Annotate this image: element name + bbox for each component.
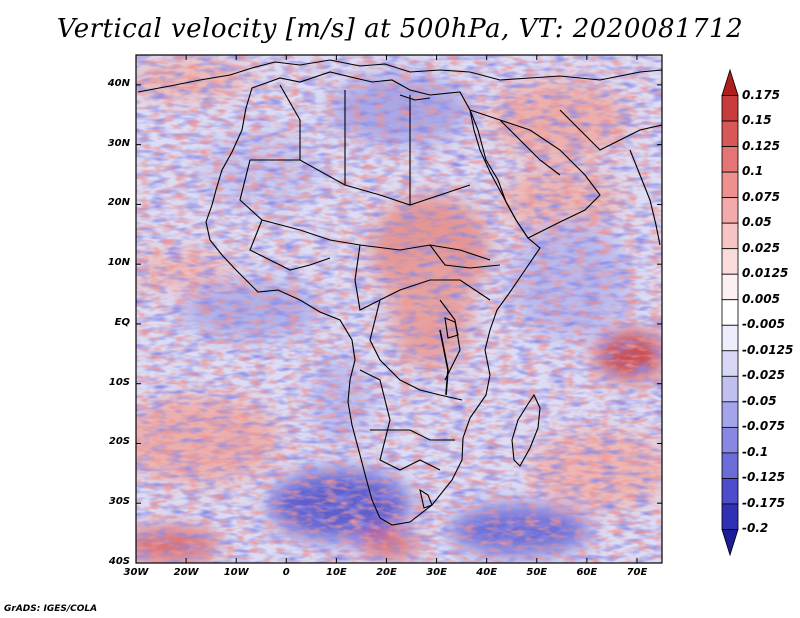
colorbar-swatch [721, 273, 739, 301]
colorbar-label: -0.05 [742, 393, 777, 408]
colorbar-label: 0.05 [742, 215, 772, 230]
lat-label: EQ [114, 316, 130, 328]
colorbar-label: -0.1 [742, 444, 769, 459]
lon-ticks [135, 55, 638, 563]
lat-label: 40N [107, 77, 130, 89]
lat-label: 40S [108, 556, 130, 567]
colorbar-swatch [721, 171, 739, 199]
colorbar-swatch [721, 197, 739, 224]
lat-label: 10N [107, 257, 130, 269]
lat-label: 30S [108, 496, 130, 508]
lon-label: 50E [526, 567, 548, 578]
colorbar-swatch [721, 478, 739, 505]
colorbar-swatch [721, 350, 739, 377]
colorbar-label: -0.005 [742, 317, 785, 332]
lon-label: 40E [476, 567, 498, 578]
lon-label: 10E [326, 567, 347, 578]
colorbar-swatch [721, 529, 739, 557]
colorbar-swatch [721, 95, 739, 122]
lat-label: 30N [107, 137, 130, 149]
lon-label: 30E [426, 567, 447, 578]
colorbar-label: -0.025 [742, 368, 785, 383]
colorbar-label: -0.125 [742, 470, 785, 485]
colorbar-swatch [721, 452, 739, 479]
lon-label: 30W [123, 567, 149, 578]
colorbar-label: -0.2 [742, 521, 769, 536]
lon-label: 20W [173, 567, 199, 578]
colorbar-label: 0.1 [742, 164, 764, 179]
colorbar-swatch [721, 299, 739, 326]
colorbar-swatch [721, 248, 739, 275]
lon-label: 0 [282, 567, 290, 578]
colorbar-swatch [721, 375, 739, 403]
colorbar-swatch [721, 401, 739, 428]
colorbar-label: -0.0125 [742, 342, 794, 357]
lon-label: 10W [223, 567, 249, 578]
colorbar-label: 0.025 [742, 240, 780, 255]
lon-label: 60E [576, 567, 598, 578]
colorbar-label: 0.125 [742, 138, 780, 153]
lat-label: 20S [108, 436, 130, 448]
lat-label: 10S [108, 376, 130, 388]
lat-label: 20N [107, 197, 130, 209]
colorbar-swatch [721, 324, 739, 352]
lat-ticks [136, 84, 662, 564]
coastlines [137, 59, 662, 526]
chart-title: Vertical velocity [m/s] at 500hPa, VT: 2… [56, 14, 744, 44]
colorbar-swatch [721, 426, 739, 454]
lon-label: 70E [626, 567, 648, 578]
plot-frame [135, 54, 663, 564]
colorbar-swatch [721, 222, 739, 250]
velocity-field [136, 55, 662, 563]
colorbar-label: -0.175 [742, 495, 785, 510]
colorbar-swatch [721, 146, 739, 173]
colorbar [721, 68, 739, 557]
colorbar-label: 0.075 [742, 189, 780, 204]
colorbar-label: -0.075 [742, 419, 785, 434]
lon-label: 20E [376, 567, 397, 578]
colorbar-swatch [721, 68, 739, 96]
credit-text: GrADS: IGES/COLA [4, 604, 98, 614]
colorbar-label: 0.005 [742, 291, 780, 306]
colorbar-label: 0.0125 [742, 266, 789, 281]
colorbar-swatch [721, 120, 739, 147]
colorbar-label: 0.15 [742, 113, 772, 128]
colorbar-label: 0.175 [742, 87, 780, 102]
colorbar-swatch [721, 503, 739, 530]
